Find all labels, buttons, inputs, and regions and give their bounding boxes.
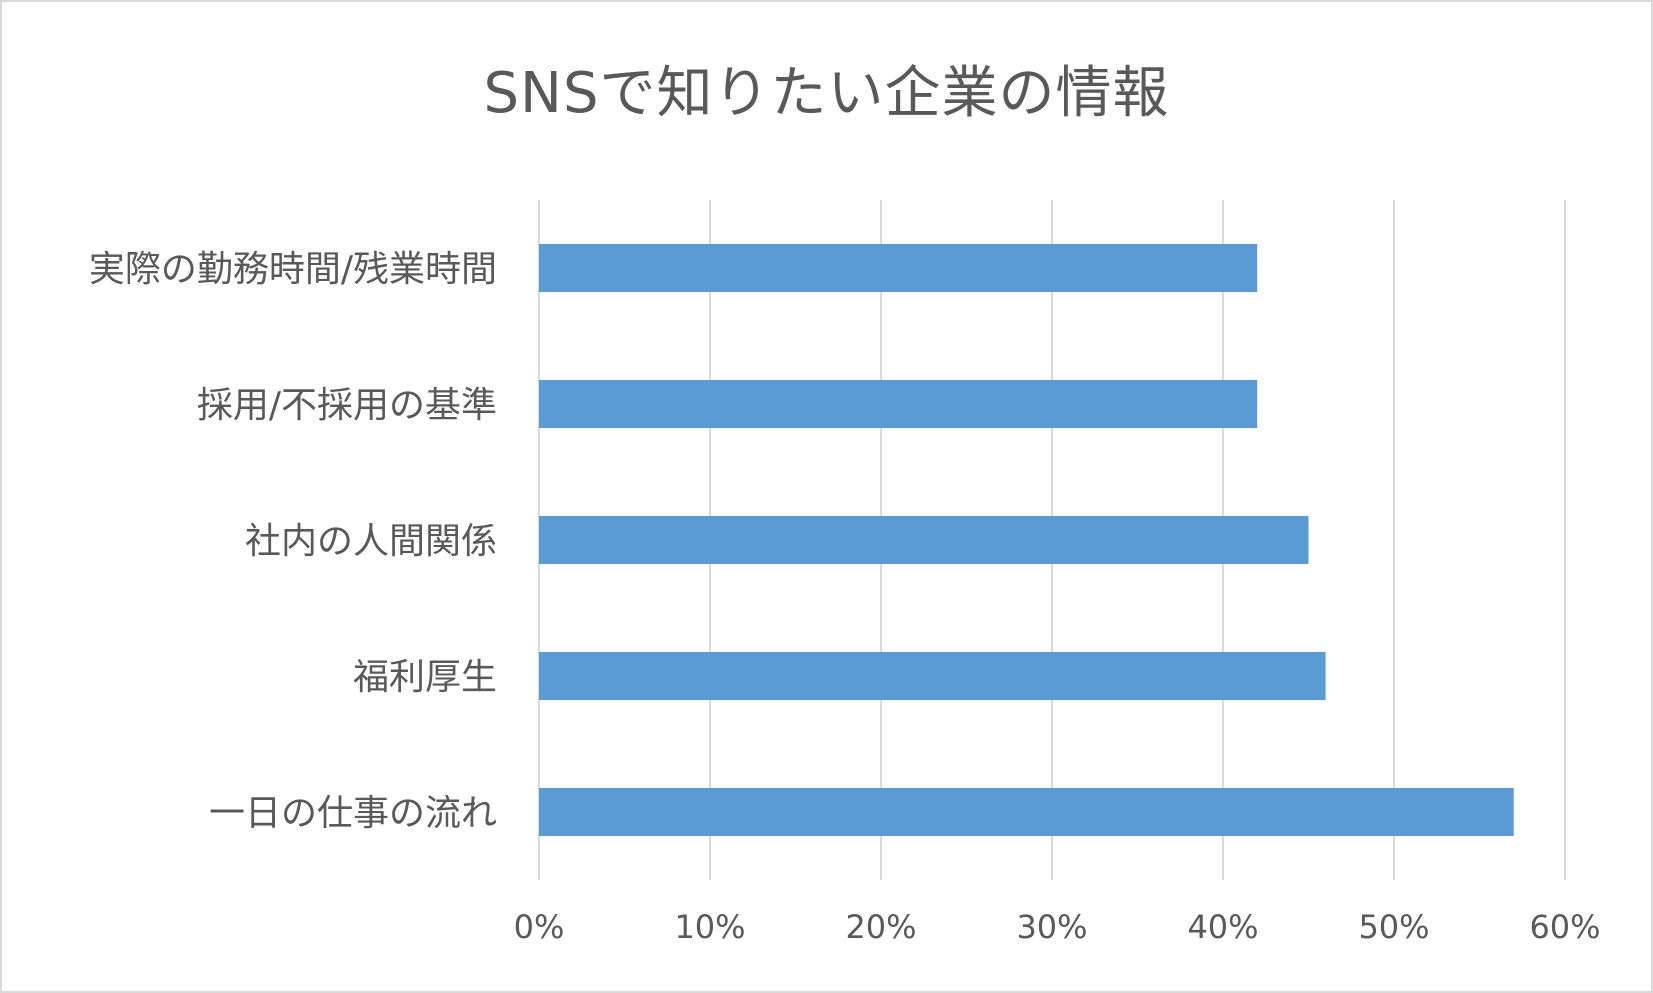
bars [539,244,1514,836]
x-tick-label: 40% [1187,908,1258,946]
x-tick-label: 60% [1529,908,1600,946]
category-label: 社内の人間関係 [245,521,497,562]
x-tick-label: 10% [674,908,745,946]
category-label: 採用/不採用の基準 [197,385,497,426]
bar [539,380,1258,428]
x-tick-labels: 0% 10% 20% 30% 40% 50% 60% [514,908,1601,946]
bar [539,652,1326,700]
bar [539,516,1309,564]
x-tick-label: 30% [1016,908,1087,946]
x-tick-label: 0% [514,908,565,946]
category-label: 一日の仕事の流れ [209,793,497,834]
category-label: 福利厚生 [353,657,497,698]
x-tick-label: 20% [845,908,916,946]
bar [539,244,1258,292]
x-tick-label: 50% [1358,908,1429,946]
category-label: 実際の勤務時間/残業時間 [89,249,497,290]
chart-title: SNSで知りたい企業の情報 [483,61,1170,126]
bar [539,788,1514,836]
